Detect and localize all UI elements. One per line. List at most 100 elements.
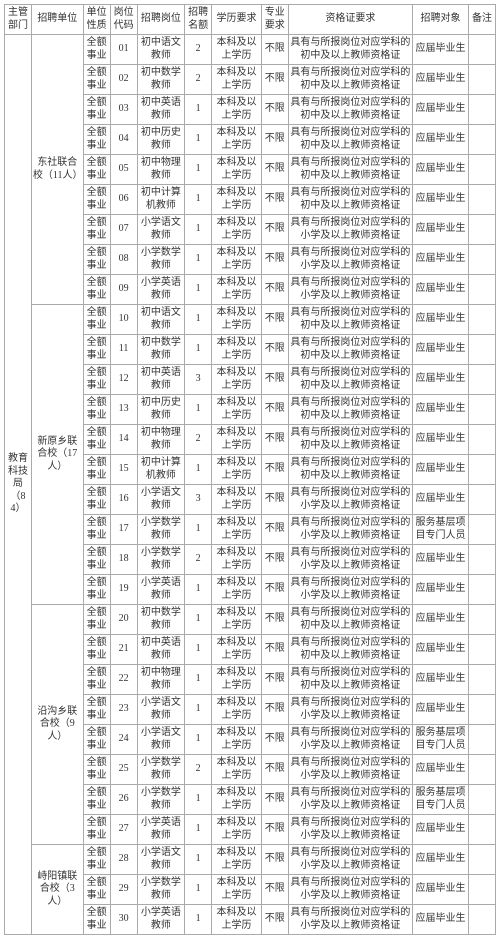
cell-nature: 全额事业: [83, 275, 110, 305]
cell-major: 不限: [261, 515, 288, 545]
cell-nature: 全额事业: [83, 485, 110, 515]
cell-major: 不限: [261, 725, 288, 755]
cell-nature: 全额事业: [83, 95, 110, 125]
cell-remark: [468, 695, 495, 725]
cell-code: 20: [110, 605, 137, 635]
cell-count: 3: [185, 485, 212, 515]
cell-count: 1: [185, 785, 212, 815]
cell-target: 应届毕业生: [413, 335, 469, 365]
cell-major: 不限: [261, 815, 288, 845]
cell-edu: 本科及以上学历: [212, 275, 262, 305]
cell-cert: 具有与所报岗位对应学科的小学及以上教师资格证: [288, 545, 412, 575]
cell-count: 2: [185, 755, 212, 785]
cell-nature: 全额事业: [83, 755, 110, 785]
cell-post: 初中计算机教师: [137, 455, 185, 485]
cell-cert: 具有与所报岗位对应学科的小学及以上教师资格证: [288, 845, 412, 875]
cell-nature: 全额事业: [83, 395, 110, 425]
cell-post: 小学英语教师: [137, 275, 185, 305]
cell-nature: 全额事业: [83, 455, 110, 485]
cell-major: 不限: [261, 755, 288, 785]
cell-cert: 具有与所报岗位对应学科的小学及以上教师资格证: [288, 515, 412, 545]
cell-target: 应届毕业生: [413, 425, 469, 455]
cell-target: 服务基层项目专门人员: [413, 785, 469, 815]
cell-unit: 沿沟乡联合校（9人）: [31, 605, 83, 845]
cell-post: 初中历史教师: [137, 125, 185, 155]
header-major: 专业要求: [261, 5, 288, 35]
cell-cert: 具有与所报岗位对应学科的小学及以上教师资格证: [288, 755, 412, 785]
cell-target: 应届毕业生: [413, 455, 469, 485]
cell-target: 应届毕业生: [413, 95, 469, 125]
cell-edu: 本科及以上学历: [212, 635, 262, 665]
cell-cert: 具有与所报岗位对应学科的初中及以上教师资格证: [288, 425, 412, 455]
cell-cert: 具有与所报岗位对应学科的初中及以上教师资格证: [288, 65, 412, 95]
cell-post: 初中数学教师: [137, 605, 185, 635]
cell-target: 应届毕业生: [413, 35, 469, 65]
cell-edu: 本科及以上学历: [212, 875, 262, 905]
cell-major: 不限: [261, 905, 288, 935]
cell-nature: 全额事业: [83, 515, 110, 545]
cell-major: 不限: [261, 95, 288, 125]
cell-target: 应届毕业生: [413, 545, 469, 575]
cell-code: 17: [110, 515, 137, 545]
cell-nature: 全额事业: [83, 575, 110, 605]
cell-post: 初中语文教师: [137, 305, 185, 335]
cell-nature: 全额事业: [83, 305, 110, 335]
cell-remark: [468, 425, 495, 455]
cell-nature: 全额事业: [83, 845, 110, 875]
cell-cert: 具有与所报岗位对应学科的初中及以上教师资格证: [288, 185, 412, 215]
cell-post: 小学语文教师: [137, 215, 185, 245]
cell-count: 1: [185, 185, 212, 215]
cell-cert: 具有与所报岗位对应学科的初中及以上教师资格证: [288, 395, 412, 425]
cell-target: 应届毕业生: [413, 575, 469, 605]
cell-edu: 本科及以上学历: [212, 335, 262, 365]
header-cert: 资格证要求: [288, 5, 412, 35]
header-target: 招聘对象: [413, 5, 469, 35]
cell-cert: 具有与所报岗位对应学科的初中及以上教师资格证: [288, 635, 412, 665]
cell-code: 13: [110, 395, 137, 425]
cell-edu: 本科及以上学历: [212, 845, 262, 875]
cell-remark: [468, 65, 495, 95]
cell-nature: 全额事业: [83, 335, 110, 365]
cell-remark: [468, 35, 495, 65]
cell-code: 05: [110, 155, 137, 185]
cell-post: 初中英语教师: [137, 365, 185, 395]
cell-count: 1: [185, 905, 212, 935]
cell-code: 12: [110, 365, 137, 395]
cell-target: 应届毕业生: [413, 275, 469, 305]
cell-remark: [468, 755, 495, 785]
table-row: 峙阳镇联合校（3人）全额事业28小学语文教师1本科及以上学历不限具有与所报岗位对…: [5, 845, 496, 875]
table-row: 新原乡联合校（17人）全额事业10初中语文教师1本科及以上学历不限具有与所报岗位…: [5, 305, 496, 335]
cell-nature: 全额事业: [83, 125, 110, 155]
cell-cert: 具有与所报岗位对应学科的初中及以上教师资格证: [288, 365, 412, 395]
cell-code: 29: [110, 875, 137, 905]
cell-edu: 本科及以上学历: [212, 395, 262, 425]
cell-major: 不限: [261, 665, 288, 695]
cell-unit: 东社联合校（11人）: [31, 35, 83, 305]
cell-nature: 全额事业: [83, 425, 110, 455]
cell-count: 1: [185, 245, 212, 275]
cell-target: 应届毕业生: [413, 845, 469, 875]
cell-edu: 本科及以上学历: [212, 215, 262, 245]
cell-post: 小学语文教师: [137, 695, 185, 725]
cell-target: 应届毕业生: [413, 635, 469, 665]
cell-target: 应届毕业生: [413, 305, 469, 335]
cell-cert: 具有与所报岗位对应学科的小学及以上教师资格证: [288, 485, 412, 515]
cell-target: 服务基层项目专门人员: [413, 725, 469, 755]
cell-count: 1: [185, 605, 212, 635]
cell-remark: [468, 635, 495, 665]
cell-post: 小学数学教师: [137, 875, 185, 905]
cell-nature: 全额事业: [83, 365, 110, 395]
cell-count: 1: [185, 815, 212, 845]
cell-code: 26: [110, 785, 137, 815]
cell-remark: [468, 335, 495, 365]
cell-major: 不限: [261, 425, 288, 455]
cell-code: 02: [110, 65, 137, 95]
cell-post: 初中计算机教师: [137, 185, 185, 215]
cell-nature: 全额事业: [83, 875, 110, 905]
cell-count: 1: [185, 305, 212, 335]
cell-count: 3: [185, 365, 212, 395]
cell-cert: 具有与所报岗位对应学科的小学及以上教师资格证: [288, 275, 412, 305]
cell-major: 不限: [261, 455, 288, 485]
cell-major: 不限: [261, 65, 288, 95]
cell-cert: 具有与所报岗位对应学科的小学及以上教师资格证: [288, 245, 412, 275]
